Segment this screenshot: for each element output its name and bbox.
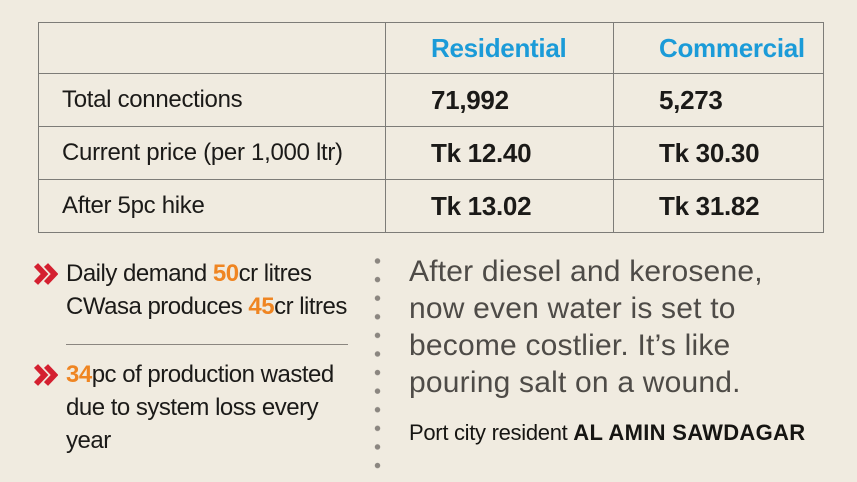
fact-segment: cr litres: [238, 260, 312, 287]
water-price-table: Residential Commercial Total connections…: [38, 22, 824, 233]
quote-text-line: pouring salt on a wound.: [409, 366, 741, 399]
attribution-name: AL AMIN SAWDAGAR: [573, 420, 806, 445]
table-header-empty: [38, 22, 386, 74]
residential-value: 71,992: [385, 73, 614, 127]
fact-segment: Daily demand: [66, 260, 213, 287]
table-header-row: Residential Commercial: [38, 22, 824, 74]
fact-segment: cr litres: [274, 293, 347, 320]
row-label: After 5pc hike: [38, 179, 386, 233]
quote-text-line: After diesel and kerosene,: [409, 255, 763, 288]
quote-panel: After diesel and kerosene, now even wate…: [409, 253, 857, 446]
table-header-commercial: Commercial: [613, 22, 824, 74]
table-row-current-price: Current price (per 1,000 ltr) Tk 12.40 T…: [38, 126, 824, 180]
dotted-divider: [374, 257, 381, 471]
fact-number: 34: [66, 361, 92, 388]
commercial-value: Tk 31.82: [613, 179, 824, 233]
quote-attribution: Port city resident AL AMIN SAWDAGAR: [409, 420, 857, 446]
residential-value: Tk 13.02: [385, 179, 614, 233]
table-header-residential: Residential: [385, 22, 614, 74]
fact-segment: pc of production wasted: [91, 361, 335, 388]
row-label: Total connections: [38, 73, 386, 127]
fact-text: 34pc of production wasted due to system …: [66, 358, 334, 457]
fact-demand-supply: Daily demand 50cr litres CWasa produces …: [33, 257, 363, 323]
fact-text: Daily demand 50cr litres CWasa produces …: [66, 257, 347, 323]
quote-text-line: now even water is set to: [409, 292, 736, 325]
attribution-role: Port city resident: [409, 420, 574, 445]
double-chevron-icon: [33, 263, 58, 285]
double-chevron-icon: [33, 364, 58, 386]
table-row-after-hike: After 5pc hike Tk 13.02 Tk 31.82: [38, 179, 824, 233]
facts-divider: [66, 344, 348, 345]
commercial-value: Tk 30.30: [613, 126, 824, 180]
facts-panel: Daily demand 50cr litres CWasa produces …: [33, 257, 363, 457]
table-row-total-connections: Total connections 71,992 5,273: [38, 73, 824, 127]
row-label: Current price (per 1,000 ltr): [38, 126, 386, 180]
quote-text-line: become costlier. It’s like: [409, 329, 731, 362]
fact-system-loss: 34pc of production wasted due to system …: [33, 358, 363, 457]
residential-value: Tk 12.40: [385, 126, 614, 180]
fact-segment: year: [66, 427, 111, 454]
fact-number: 45: [248, 293, 275, 320]
commercial-value: 5,273: [613, 73, 824, 127]
fact-segment: due to system loss every: [66, 394, 319, 421]
fact-number: 50: [212, 260, 239, 287]
fact-segment: CWasa produces: [66, 293, 249, 320]
